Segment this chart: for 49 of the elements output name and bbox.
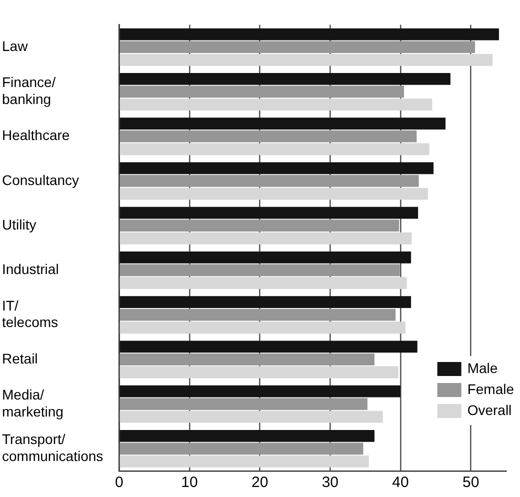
bar xyxy=(120,175,419,187)
y-tick-label: Media/marketing xyxy=(2,386,64,420)
bar xyxy=(120,143,430,156)
x-tick-label: 50 xyxy=(462,474,480,492)
bar xyxy=(120,130,417,142)
y-tick-label: Utility xyxy=(2,216,36,232)
bar xyxy=(120,264,400,276)
bar xyxy=(120,398,368,410)
bar xyxy=(120,366,398,378)
bar xyxy=(120,162,434,174)
y-tick-label: IT/telecoms xyxy=(2,297,58,330)
bar xyxy=(120,54,493,66)
bar xyxy=(120,410,383,423)
y-tick-label: Industrial xyxy=(2,261,59,278)
bar xyxy=(120,340,418,353)
y-tick-label: Retail xyxy=(2,350,38,366)
bar xyxy=(120,308,396,321)
bar xyxy=(120,430,374,442)
bar xyxy=(120,354,374,366)
y-tick-label: Consultancy xyxy=(2,172,80,188)
bar xyxy=(120,72,450,85)
x-tick-label: 0 xyxy=(114,474,124,492)
bar xyxy=(120,442,364,455)
bar xyxy=(120,277,407,289)
bar xyxy=(120,322,406,334)
y-tick-label: Transport/communications xyxy=(2,431,104,464)
bar xyxy=(120,188,428,200)
legend-label: Female xyxy=(467,380,514,397)
x-tick-label: 30 xyxy=(322,474,339,492)
bar xyxy=(120,98,432,110)
bar xyxy=(120,206,418,219)
x-tick-label: 20 xyxy=(251,474,268,492)
bar xyxy=(120,251,412,264)
bar xyxy=(120,385,400,398)
bar xyxy=(120,456,369,468)
legend-label: Male xyxy=(467,360,498,376)
bar xyxy=(120,232,412,244)
bar xyxy=(120,86,404,98)
bar xyxy=(120,28,499,40)
bar xyxy=(120,41,476,54)
y-tick-label: Healthcare xyxy=(2,127,70,144)
x-tick-label: 40 xyxy=(392,474,409,492)
bar xyxy=(120,118,446,130)
x-tick-label: 10 xyxy=(181,474,198,492)
bar xyxy=(120,220,400,232)
bar xyxy=(120,296,412,308)
y-tick-label: Law xyxy=(2,38,29,54)
y-tick-label: Finance/banking xyxy=(2,74,56,107)
legend-label: Overall xyxy=(467,402,512,418)
